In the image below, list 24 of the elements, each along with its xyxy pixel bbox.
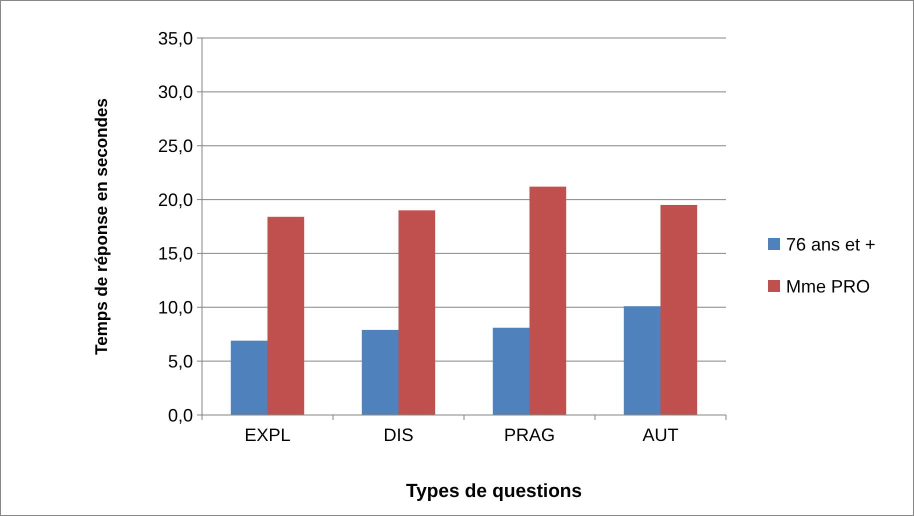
bar: [398, 210, 436, 415]
y-tick-label: 10,0: [158, 298, 193, 318]
legend-label: 76 ans et +: [786, 234, 876, 254]
y-tick-label: 0,0: [168, 405, 193, 426]
y-axis-title: Temps de réponse en secondes: [92, 98, 111, 355]
y-tick-label: 30,0: [158, 82, 193, 102]
legend-label: Mme PRO: [786, 276, 870, 296]
x-tick-label: EXPL: [244, 425, 291, 445]
bar: [660, 204, 698, 415]
x-tick-label: AUT: [642, 425, 679, 445]
bar: [492, 328, 530, 415]
bar: [268, 216, 304, 415]
x-tick-label: DIS: [383, 425, 414, 445]
x-tick-label: PRAG: [504, 425, 556, 445]
y-tick-label: 5,0: [168, 351, 193, 372]
bar: [530, 186, 566, 415]
bar: [362, 330, 398, 415]
x-axis-title: Types de questions: [406, 481, 582, 502]
y-tick-label: 15,0: [158, 244, 193, 264]
bar: [230, 340, 268, 415]
y-tick-label: 20,0: [158, 190, 193, 210]
y-tick-label: 35,0: [158, 28, 193, 48]
y-tick-label: 25,0: [158, 136, 193, 156]
bar: [624, 306, 660, 415]
